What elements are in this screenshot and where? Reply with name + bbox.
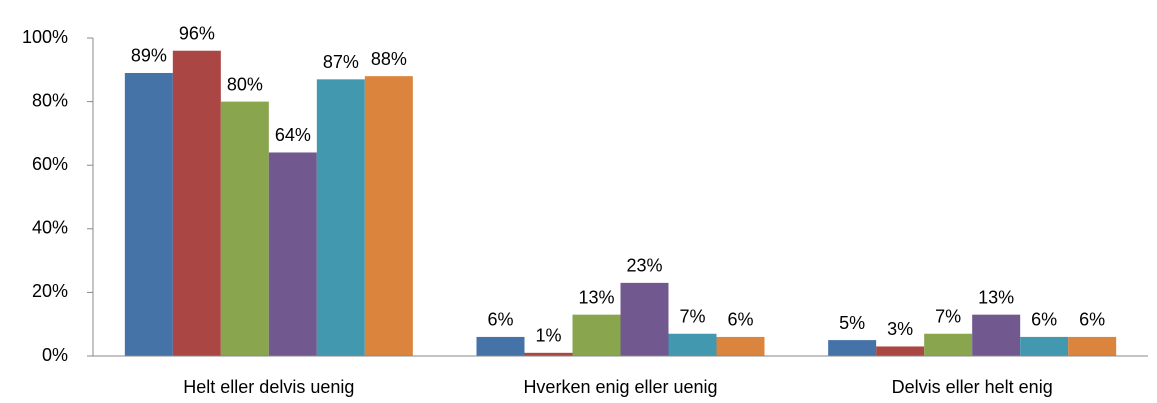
value-label: 5% [839, 313, 865, 333]
value-label: 23% [626, 256, 662, 276]
value-label: 64% [275, 125, 311, 145]
x-tick-label: Helt eller delvis uenig [183, 377, 354, 397]
bar [268, 152, 317, 356]
value-label: 13% [578, 287, 614, 307]
value-label: 88% [371, 49, 407, 69]
bar [876, 346, 925, 356]
bar [716, 336, 765, 356]
bar [572, 314, 621, 356]
bar [124, 72, 173, 356]
value-label: 80% [227, 74, 263, 94]
value-label: 89% [131, 46, 167, 66]
bar [316, 79, 365, 356]
value-label: 1% [535, 326, 561, 346]
value-label: 6% [487, 310, 513, 330]
bar [524, 352, 573, 356]
y-tick-label: 40% [32, 218, 68, 238]
bar [172, 50, 221, 356]
x-tick-label: Delvis eller helt enig [892, 377, 1053, 397]
y-tick-label: 80% [32, 90, 68, 110]
value-label: 13% [978, 287, 1014, 307]
bar [364, 76, 413, 356]
value-label: 7% [935, 306, 961, 326]
y-tick-label: 100% [22, 27, 68, 47]
bar [972, 314, 1021, 356]
value-label: 87% [323, 52, 359, 72]
value-label: 96% [179, 23, 215, 43]
bar [924, 333, 973, 356]
bar [620, 282, 669, 356]
y-tick-label: 60% [32, 154, 68, 174]
bar [828, 340, 877, 356]
bar [1068, 336, 1117, 356]
bar [476, 336, 525, 356]
y-tick-label: 0% [42, 345, 68, 365]
value-label: 3% [887, 319, 913, 339]
value-label: 6% [1079, 310, 1105, 330]
y-tick-label: 20% [32, 281, 68, 301]
value-label: 6% [727, 310, 753, 330]
bar [220, 101, 269, 356]
x-tick-label: Hverken enig eller uenig [523, 377, 717, 397]
value-label: 6% [1031, 310, 1057, 330]
value-label: 7% [679, 306, 705, 326]
bar [668, 333, 717, 356]
bar [1020, 336, 1069, 356]
